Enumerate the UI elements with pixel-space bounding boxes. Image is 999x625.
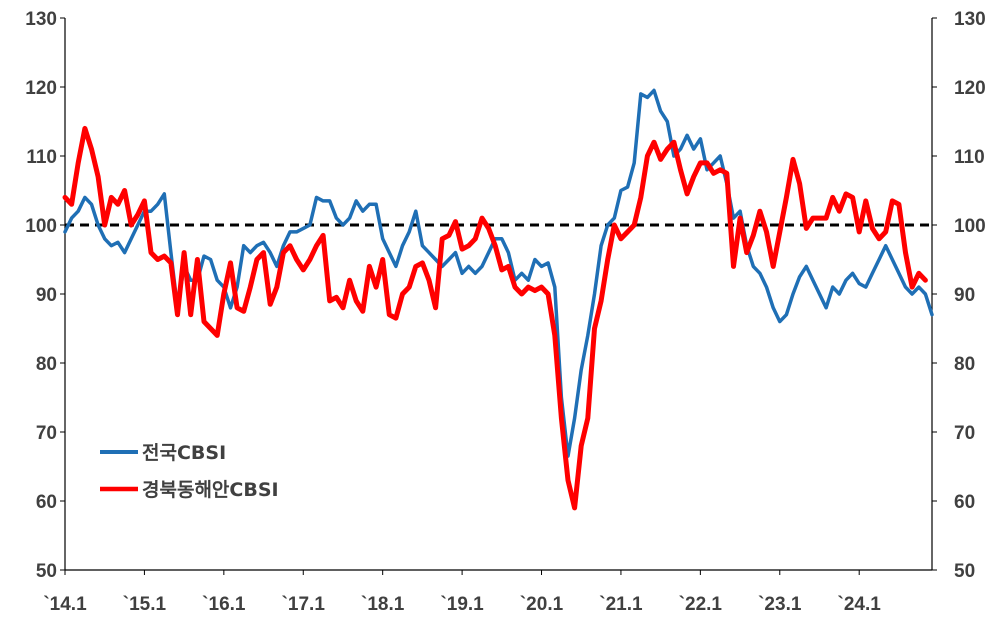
x-tick-label: `15.1 [123,594,167,615]
right-tick-label: 60 [954,492,975,513]
x-tick-label: `21.1 [599,594,643,615]
right-tick-label: 50 [954,561,975,582]
x-tick-label: `16.1 [202,594,246,615]
x-tick-label: `18.1 [361,594,405,615]
legend-label-national: 전국CBSI [142,442,226,464]
right-tick-label: 70 [954,423,975,444]
right-tick-label: 90 [954,285,975,306]
left-tick-label: 100 [25,216,57,237]
right-tick-label: 120 [954,78,986,99]
left-tick-label: 80 [36,354,57,375]
x-tick-label: `20.1 [520,594,564,615]
left-tick-label: 110 [26,147,57,168]
left-tick-label: 50 [36,561,57,582]
series-line-gyeongbuk [62,125,928,511]
x-tick-label: `14.1 [43,594,87,615]
right-tick-label: 80 [954,354,975,375]
left-tick-label: 90 [36,285,57,306]
x-tick-label: `19.1 [440,594,484,615]
x-tick-label: `23.1 [758,594,802,615]
left-y-axis: 130 120 110 100 90 80 70 60 50 [25,9,65,582]
legend: 전국CBSI 경북동해안CBSI [100,442,279,501]
x-tick-label: `24.1 [838,594,882,615]
series-layer [62,88,934,511]
right-y-axis: 130 120 110 100 90 80 70 60 50 [932,9,986,582]
legend-label-gyeongbuk: 경북동해안CBSI [142,479,279,501]
left-tick-label: 60 [36,492,57,513]
left-tick-label: 70 [36,423,57,444]
right-tick-label: 100 [954,216,986,237]
left-tick-label: 130 [25,9,57,30]
right-tick-label: 130 [954,9,986,30]
series-line-national [63,88,934,458]
x-tick-label: `17.1 [282,594,326,615]
left-tick-label: 120 [25,78,57,99]
right-tick-label: 110 [954,147,985,168]
x-axis: `14.1 `15.1 `16.1 `17.1 `18.1 `19.1 `20.1 `21.1… [43,570,881,615]
x-tick-label: `22.1 [679,594,723,615]
